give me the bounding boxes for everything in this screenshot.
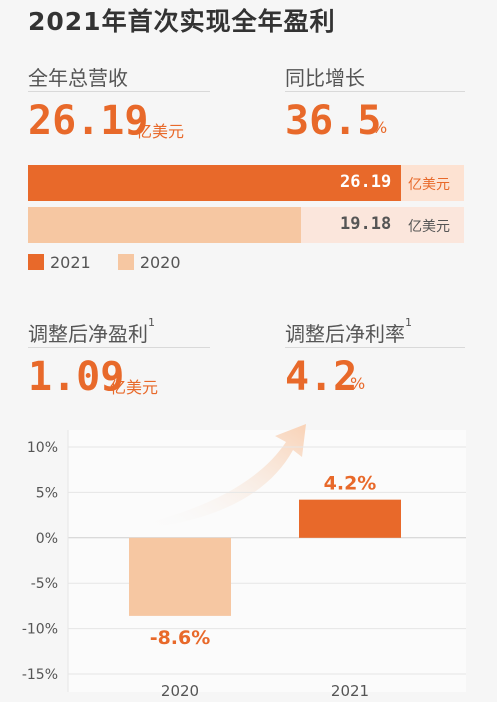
page-title: 2021年首次实现全年盈利	[28, 7, 336, 36]
y-tick-label: -10%	[22, 622, 58, 638]
revenue-bar-2021	[28, 165, 401, 201]
margin-bar-label-2020: -8.6%	[150, 627, 211, 649]
revenue-unit: 亿美元	[136, 122, 185, 141]
margin-bar-2020	[129, 537, 231, 616]
adj-margin-label-text: 调整后净利率	[285, 322, 405, 346]
revenue-divider	[28, 91, 210, 92]
y-tick-label: 10%	[27, 440, 58, 456]
growth-value: 36.5	[285, 98, 382, 144]
legend-item-2021: 2021	[28, 253, 91, 272]
legend-swatch-2020	[117, 254, 134, 270]
revenue-bar-track-2020: 19.18 亿美元	[28, 207, 464, 243]
revenue-label: 全年总营收	[28, 66, 128, 90]
adj-profit-unit: 亿美元	[110, 378, 159, 397]
adj-profit-label-text: 调整后净盈利	[28, 322, 148, 346]
revenue-bar-2021-value: 26.19	[340, 172, 392, 192]
revenue-bar-track-2021: 26.19 亿美元	[28, 165, 464, 201]
adj-margin-unit: %	[350, 374, 366, 393]
y-tick-label: 5%	[36, 485, 58, 501]
y-tick-label: 0%	[36, 531, 58, 547]
adj-profit-label: 调整后净盈利1	[28, 316, 155, 347]
adj-margin-divider	[285, 347, 465, 348]
revenue-bar-2020-unit: 亿美元	[408, 219, 450, 235]
growth-divider	[285, 91, 465, 92]
x-tick-label: 2020	[161, 682, 199, 700]
growth-arrow-icon	[150, 424, 306, 528]
y-tick-label: -15%	[22, 667, 58, 683]
growth-label: 同比增长	[285, 66, 365, 90]
revenue-bar-2020-value: 19.18	[340, 214, 392, 234]
y-tick-label: -5%	[31, 576, 58, 592]
adj-profit-divider	[28, 347, 210, 348]
revenue-legend: 2021 2020	[28, 253, 203, 272]
legend-item-2020: 2020	[117, 253, 181, 272]
legend-label-2020: 2020	[139, 253, 181, 272]
legend-label-2021: 2021	[50, 253, 91, 272]
adj-profit-footnote-mark: 1	[148, 316, 155, 329]
adj-margin-label: 调整后净利率1	[285, 316, 412, 347]
adj-margin-value: 4.2	[285, 354, 358, 400]
adj-margin-footnote-mark: 1	[405, 316, 412, 329]
growth-unit: %	[372, 118, 388, 137]
margin-bar-2021	[299, 499, 401, 538]
revenue-bar-2021-unit: 亿美元	[408, 177, 450, 193]
x-tick-label: 2021	[331, 682, 369, 700]
revenue-bar-2020	[28, 207, 302, 243]
legend-swatch-2021	[28, 254, 44, 270]
revenue-value: 26.19	[28, 98, 149, 144]
adj-profit-value: 1.09	[28, 354, 125, 400]
margin-bar-label-2021: 4.2%	[324, 473, 377, 495]
